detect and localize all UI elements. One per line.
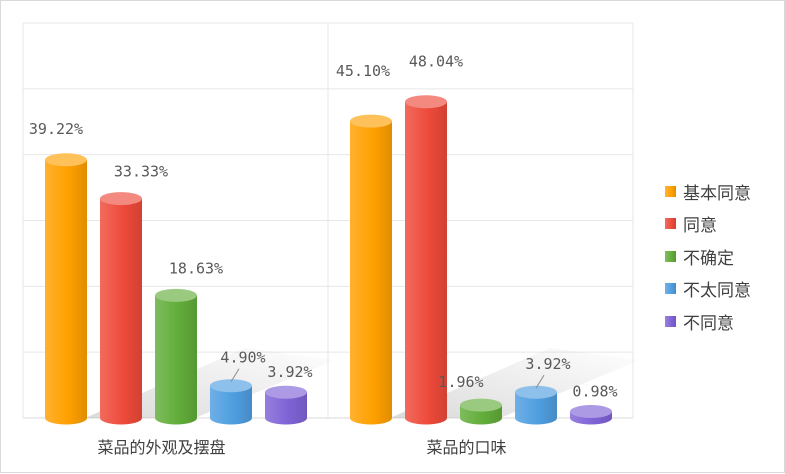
bar (45, 159, 87, 425)
bar-cap (100, 192, 142, 206)
bar-cap (265, 385, 307, 399)
label-leader (535, 374, 545, 389)
bar-cap (45, 153, 87, 167)
label-leaders (230, 368, 545, 389)
legend-item: 基本同意 (665, 175, 751, 208)
category-label: 菜品的口味 (426, 438, 506, 457)
bar-cap (210, 379, 252, 393)
legend-swatch (665, 185, 676, 197)
legend-swatch (665, 283, 676, 295)
data-label: 3.92% (267, 363, 312, 381)
legend-swatch (665, 315, 676, 327)
data-label: 48.04% (409, 53, 463, 71)
bar (515, 392, 557, 425)
legend-label: 基本同意 (683, 183, 751, 204)
bar-shadows (85, 348, 640, 418)
bar-cap (515, 385, 557, 399)
bars (45, 95, 612, 425)
bar (100, 198, 142, 425)
legend-item: 不确定 (665, 240, 751, 273)
legend-item: 不同意 (665, 305, 751, 338)
data-label: 39.22% (29, 120, 83, 138)
legend-swatch (665, 250, 676, 262)
data-label: 0.98% (572, 383, 617, 401)
category-labels: 菜品的外观及摆盘 菜品的口味 (97, 438, 506, 457)
bar-cap (460, 398, 502, 412)
bar (155, 295, 197, 425)
data-label: 1.96% (438, 373, 483, 391)
legend-item: 不太同意 (665, 273, 751, 306)
bar (405, 101, 447, 425)
bar (210, 385, 252, 425)
bar-shadow (390, 348, 640, 418)
legend: 基本同意 同意 不确定 不太同意 不同意 (665, 175, 751, 338)
bar (350, 121, 392, 425)
bar-cap (155, 288, 197, 302)
legend-swatch (665, 218, 676, 230)
data-label: 45.10% (336, 62, 390, 80)
bar-cap (405, 95, 447, 109)
legend-item: 同意 (665, 208, 751, 241)
legend-label: 不太同意 (683, 281, 751, 302)
label-leader (230, 368, 240, 383)
legend-label: 不同意 (683, 313, 734, 334)
data-labels: 39.22%33.33%18.63%4.90%3.92%45.10%48.04%… (29, 53, 618, 401)
bar-shadow (85, 348, 335, 418)
bar-cap (570, 405, 612, 419)
data-label: 4.90% (220, 349, 265, 367)
data-label: 33.33% (114, 163, 168, 181)
data-label: 18.63% (169, 259, 223, 277)
data-label: 3.92% (525, 355, 570, 373)
legend-label: 同意 (683, 216, 717, 237)
bar-cap (350, 114, 392, 128)
legend-label: 不确定 (683, 248, 734, 269)
category-label: 菜品的外观及摆盘 (97, 438, 225, 457)
bar (265, 392, 307, 425)
